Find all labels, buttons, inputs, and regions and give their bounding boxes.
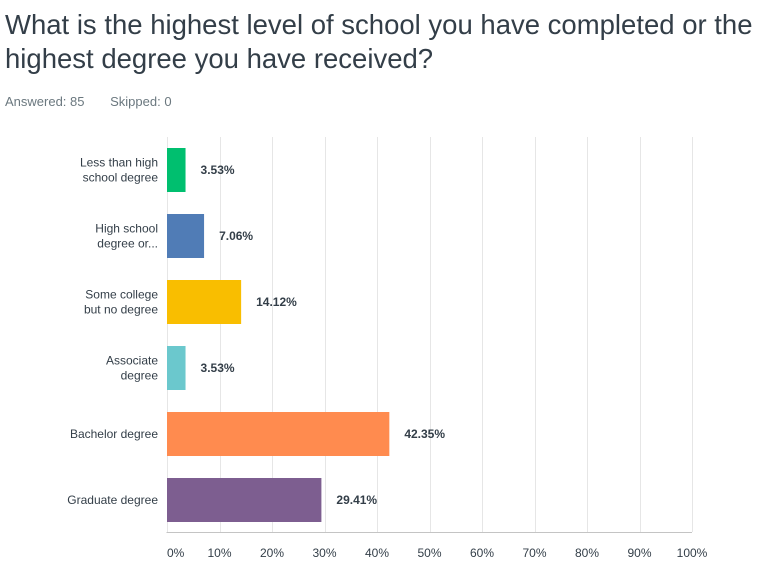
category-label: Some college (85, 288, 158, 302)
x-tick-label: 10% (207, 546, 231, 560)
category-label: degree or... (97, 237, 158, 251)
x-tick-label: 70% (522, 546, 546, 560)
response-stats: Answered: 85 Skipped: 0 (5, 94, 194, 109)
data-label: 3.53% (201, 163, 235, 177)
category-label: but no degree (84, 303, 158, 317)
bar (167, 478, 322, 522)
bar (167, 214, 205, 258)
x-tick-label: 20% (260, 546, 284, 560)
category-label: High school (95, 222, 158, 236)
category-label: Bachelor degree (70, 427, 158, 441)
category-label: Less than high (80, 156, 158, 170)
x-tick-label: 30% (312, 546, 336, 560)
bar (167, 412, 390, 456)
x-tick-label: 100% (677, 546, 708, 560)
bar (167, 346, 186, 390)
data-label: 7.06% (219, 229, 253, 243)
x-tick-label: 80% (575, 546, 599, 560)
category-label: degree (121, 369, 159, 383)
category-label: school degree (83, 171, 159, 185)
x-tick-label: 60% (470, 546, 494, 560)
data-label: 14.12% (256, 295, 297, 309)
data-label: 29.41% (336, 493, 377, 507)
category-label: Graduate degree (67, 493, 158, 507)
bar (167, 148, 186, 192)
skipped-count: Skipped: 0 (110, 94, 172, 109)
x-tick-label: 40% (365, 546, 389, 560)
data-label: 42.35% (404, 427, 445, 441)
answered-count: Answered: 85 (5, 94, 85, 109)
category-label: Associate (106, 354, 158, 368)
x-tick-label: 50% (417, 546, 441, 560)
bar (167, 280, 242, 324)
x-tick-label: 90% (627, 546, 651, 560)
question-title: What is the highest level of school you … (5, 9, 753, 74)
x-tick-label: 0% (167, 546, 185, 560)
data-label: 3.53% (201, 361, 235, 375)
